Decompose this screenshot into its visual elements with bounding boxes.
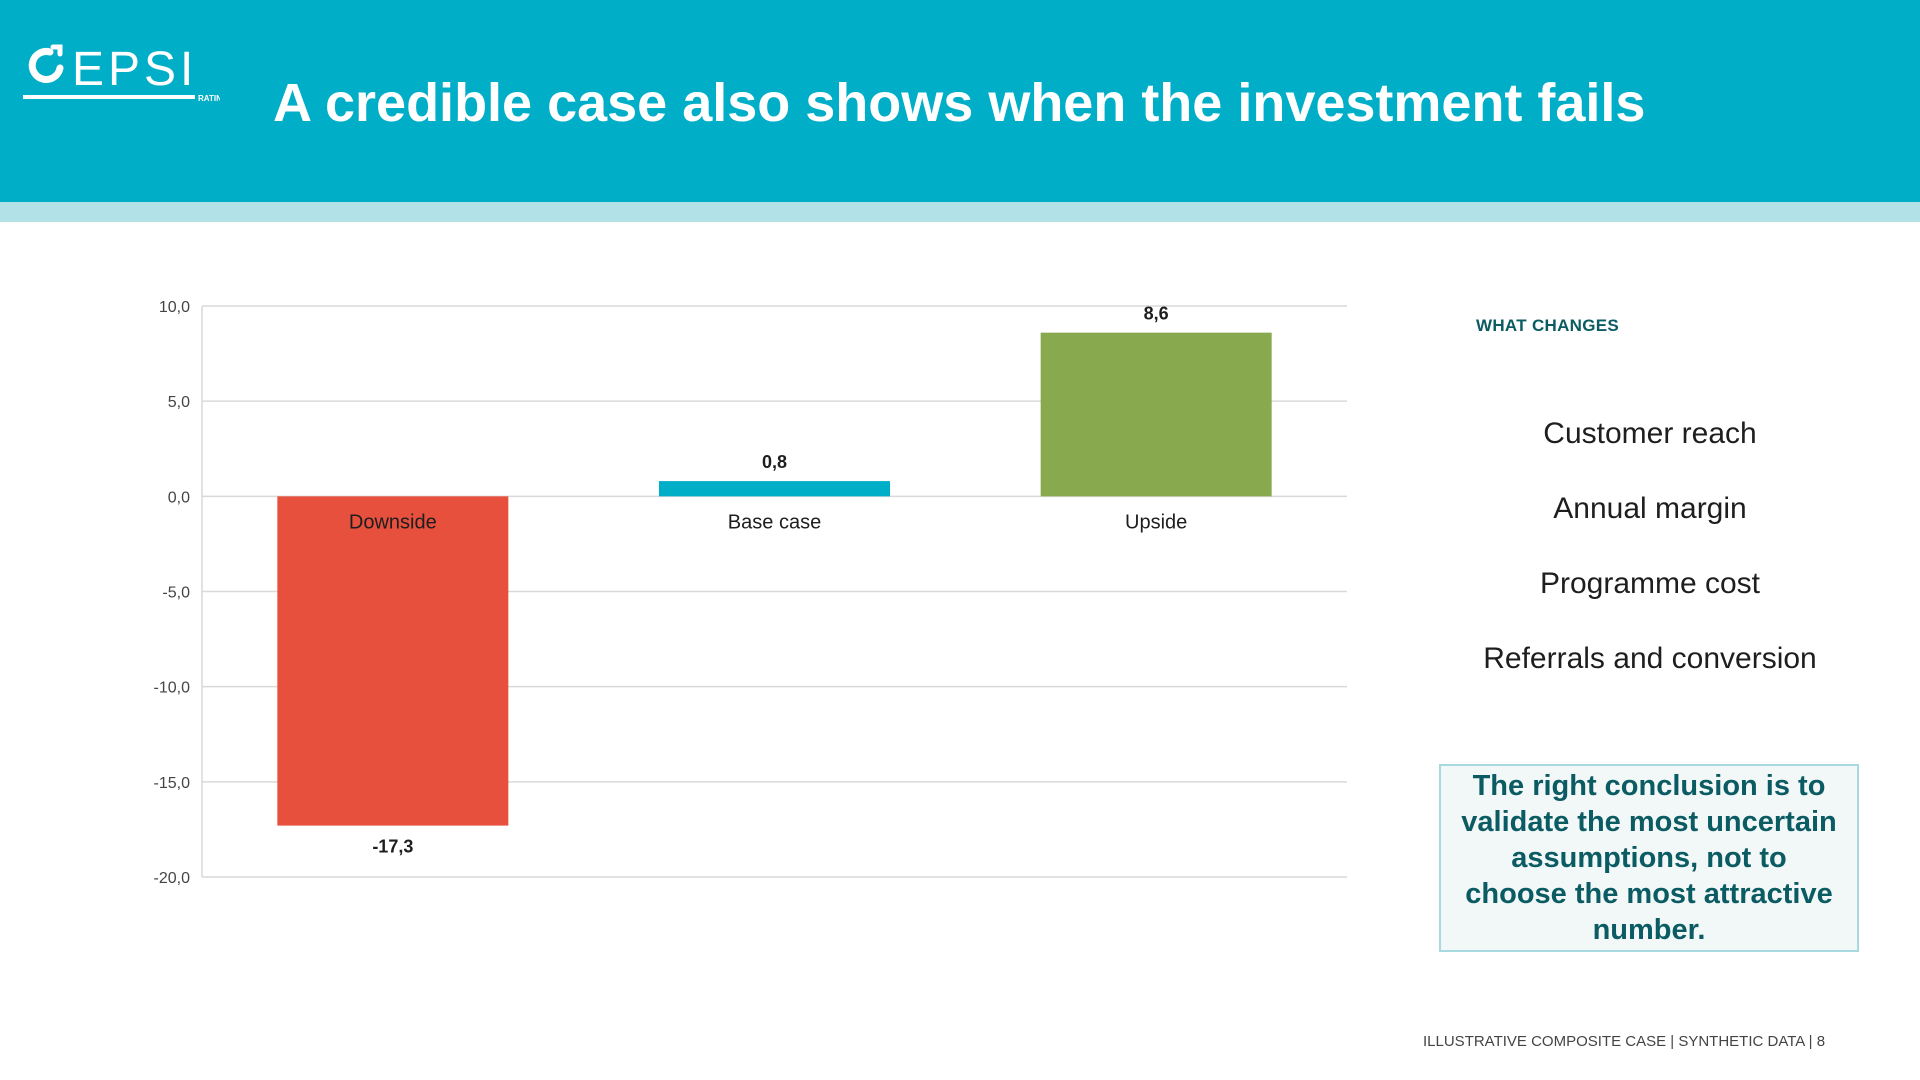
- category-label: Downside: [349, 511, 437, 533]
- factor-referrals-conversion: Referrals and conversion: [1483, 642, 1817, 675]
- y-tick-label: -5,0: [162, 585, 190, 602]
- data-label: -17,3: [372, 837, 413, 857]
- conclusion-box: The right conclusion is to validate the …: [1439, 764, 1859, 952]
- bar-downside: [277, 496, 509, 826]
- factor-annual-margin: Annual margin: [1553, 492, 1747, 525]
- y-tick-label: 10,0: [159, 299, 190, 316]
- logo-wordmark: EPSI: [72, 43, 197, 96]
- bar-base-case: [659, 481, 890, 497]
- y-tick-label: -20,0: [154, 870, 191, 887]
- factor-customer-reach: Customer reach: [1543, 417, 1757, 450]
- factor-programme-cost: Programme cost: [1539, 567, 1761, 600]
- conclusion-text: The right conclusion is to validate the …: [1461, 770, 1837, 946]
- gridlines: [201, 305, 1347, 878]
- header-bar: [0, 0, 1920, 202]
- factor-list: Customer reach Annual margin Programme c…: [1440, 415, 1860, 715]
- y-tick-label: -10,0: [154, 680, 191, 697]
- logo-subtext: RATING: [198, 94, 220, 103]
- category-label: Upside: [1125, 511, 1187, 533]
- bar-upside: [1040, 332, 1272, 497]
- data-label: 8,6: [1144, 304, 1169, 324]
- bars: [277, 332, 1272, 826]
- what-changes-heading: WHAT CHANGES: [1476, 316, 1620, 335]
- header-band: [0, 202, 1920, 222]
- epsi-logo: EPSI RATING: [23, 43, 220, 103]
- slide-title: A credible case also shows when the inve…: [273, 73, 1646, 133]
- y-tick-label: -15,0: [154, 775, 191, 792]
- chart-labels: 10,0 5,0 0,0 -5,0 -10,0 -15,0 -20,0 Downside -17…: [154, 299, 1188, 887]
- footer-text: ILLUSTRATIVE COMPOSITE CASE | SYNTHETIC …: [1423, 1033, 1826, 1050]
- category-label: Base case: [728, 511, 821, 533]
- y-tick-label: 0,0: [168, 489, 190, 506]
- data-label: 0,8: [762, 452, 787, 472]
- scenario-bar-chart: 10,0 5,0 0,0 -5,0 -10,0 -15,0 -20,0 Downside -17…: [154, 299, 1347, 887]
- y-tick-label: 5,0: [168, 394, 190, 411]
